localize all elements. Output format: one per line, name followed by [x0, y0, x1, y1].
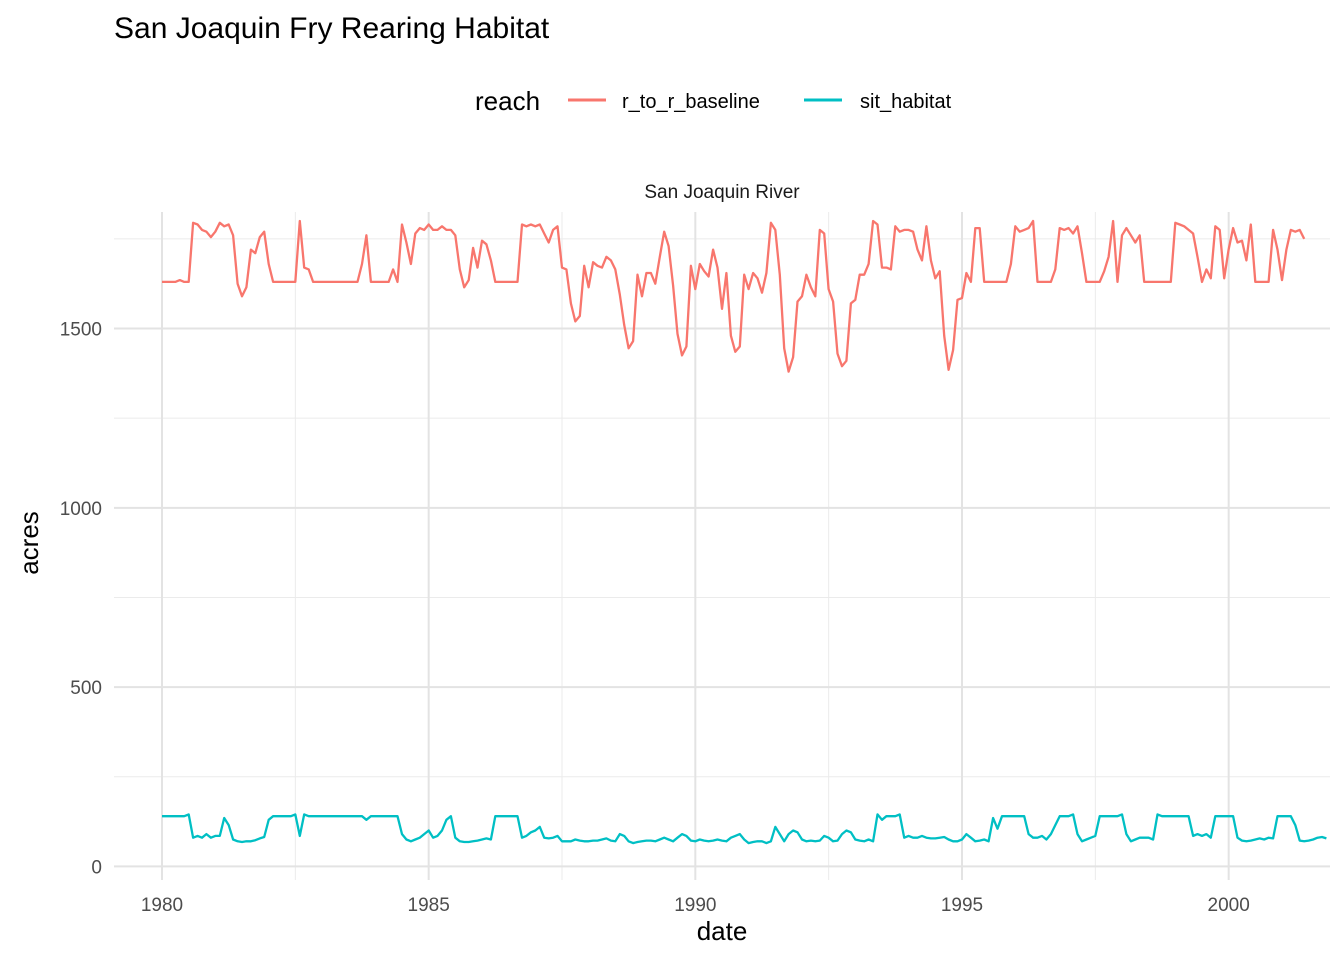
y-axis-title: acres — [14, 511, 44, 575]
series-line-sit-habitat — [162, 813, 1327, 845]
y-tick-label: 0 — [91, 857, 102, 878]
legend-label-sit-habitat: sit_habitat — [860, 91, 952, 113]
y-tick-label: 1500 — [60, 320, 102, 341]
series-line-r-to-r-baseline — [162, 219, 1306, 373]
x-axis-tick-labels: 1980 1985 1990 1995 2000 — [141, 895, 1250, 916]
y-tick-label: 500 — [70, 678, 102, 699]
y-tick-label: 1000 — [60, 499, 102, 520]
x-tick-label: 1985 — [408, 895, 450, 916]
legend-title: reach — [475, 86, 540, 116]
x-tick-label: 2000 — [1208, 895, 1250, 916]
x-tick-label: 1980 — [141, 895, 183, 916]
legend-label-r-to-r-baseline: r_to_r_baseline — [622, 91, 760, 113]
grid-lines — [114, 212, 1330, 880]
y-axis-tick-labels: 0 500 1000 1500 — [60, 320, 102, 879]
x-axis-title: date — [697, 916, 748, 946]
legend: reach r_to_r_baseline sit_habitat — [475, 86, 952, 116]
x-tick-label: 1990 — [674, 895, 716, 916]
chart-title: San Joaquin Fry Rearing Habitat — [114, 12, 550, 45]
x-tick-label: 1995 — [941, 895, 983, 916]
panel-strip-label: San Joaquin River — [644, 182, 800, 203]
series-lines — [162, 219, 1327, 845]
